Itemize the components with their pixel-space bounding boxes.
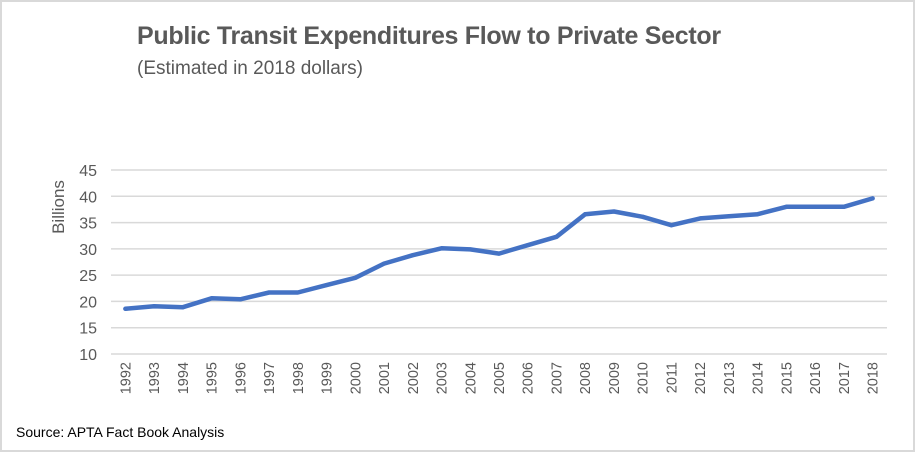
chart-subtitle: (Estimated in 2018 dollars) [137,58,363,79]
y-tick-label: 20 [79,294,97,311]
x-tick-label: 2013 [722,362,738,394]
data-point [152,304,157,309]
x-tick-label: 2007 [549,362,565,394]
x-tick-label: 2016 [808,362,824,394]
data-point [267,290,272,295]
data-point [726,214,731,219]
chart-title: Public Transit Expenditures Flow to Priv… [137,22,721,50]
x-tick-label: 2010 [636,362,652,394]
data-point [698,216,703,221]
data-point [755,212,760,217]
data-point [209,296,214,301]
x-tick-label: 1997 [262,362,278,394]
x-tick-label: 2011 [664,362,680,393]
data-point [353,275,358,280]
x-tick-label: 1992 [118,362,134,394]
x-tick-label: 2014 [751,362,767,394]
x-tick-label: 2005 [492,362,508,394]
data-point [180,305,185,310]
y-tick-label: 45 [79,163,97,180]
x-tick-label: 1998 [291,362,307,394]
data-point [640,214,645,219]
data-point [784,204,789,209]
x-tick-label: 2015 [779,362,795,394]
x-tick-label: 1996 [233,362,249,394]
y-tick-label: 15 [79,321,97,338]
x-tick-label: 2012 [693,362,709,394]
data-point [583,212,588,217]
x-tick-label: 2008 [578,362,594,394]
data-point [238,297,243,302]
x-tick-label: 2009 [607,362,623,394]
data-point [295,290,300,295]
y-tick-label: 35 [79,216,97,233]
data-point [813,204,818,209]
y-tick-label: 25 [79,268,97,285]
x-tick-label: 1994 [176,362,192,394]
data-point [841,204,846,209]
series-group [123,196,875,312]
y-tick-label: 30 [79,242,97,259]
data-point [497,251,501,256]
x-tick-label: 2017 [837,362,853,394]
x-tick-label: 2002 [406,362,422,394]
x-tick-label: 1999 [320,362,336,394]
data-point [410,253,415,258]
data-point [123,306,128,311]
data-point [382,261,387,266]
data-point [439,246,444,251]
y-tick-label: 40 [79,189,97,206]
y-axis-ticks: 10 15 20 25 30 35 40 45 [79,163,97,364]
y-axis-label: Billions [49,180,68,234]
x-tick-label: 2001 [377,362,393,394]
x-tick-label: 2000 [348,362,364,394]
gridlines [111,169,887,355]
data-point [525,243,530,248]
data-point [669,223,674,228]
x-tick-label: 2004 [463,362,479,394]
x-tick-label: 2018 [866,362,882,394]
data-point [870,196,875,201]
x-tick-label: 2006 [521,362,537,394]
source-note: Source: APTA Fact Book Analysis [16,424,225,440]
x-tick-label: 2003 [435,362,451,394]
y-tick-label: 10 [79,347,97,364]
x-tick-label: 1993 [147,362,163,394]
x-axis-ticks: 1992 1993 1994 1995 1996 1997 1998 1999 2000 2001… [118,362,881,394]
data-point [324,283,329,288]
x-tick-label: 1995 [205,362,221,394]
data-point [554,234,559,239]
data-point [611,209,616,214]
data-point [468,247,473,252]
